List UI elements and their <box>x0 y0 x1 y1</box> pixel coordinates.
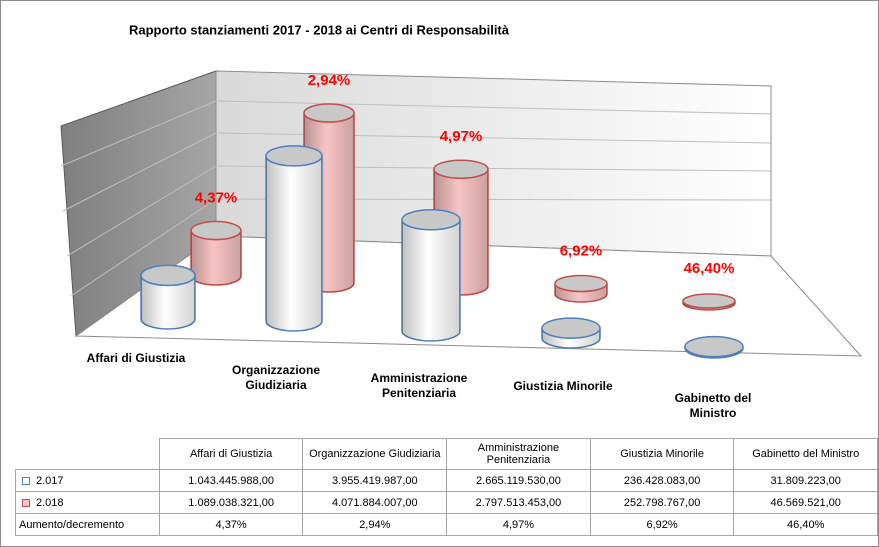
table-cell: 2.665.119.530,00 <box>446 469 591 492</box>
table-cell: 4.071.884.007,00 <box>302 491 448 514</box>
row-header: Aumento/decremento <box>15 513 160 536</box>
row-header: 2.017 <box>15 469 160 492</box>
cylinder-shade <box>266 155 322 331</box>
column-header: Affari di Giustizia <box>158 438 304 470</box>
legend-label: 2.017 <box>36 474 64 487</box>
cylinder-top <box>684 335 744 358</box>
category-label: Giustizia Minorile <box>513 379 613 393</box>
table-row: 2.017 1.043.445.988,00 3.955.419.987,00 2.6… <box>15 469 878 492</box>
legend-label: 2.018 <box>36 496 64 509</box>
cylinder-shade <box>555 283 607 302</box>
column-header: Amministrazione Penitenziaria <box>446 438 591 470</box>
data-table: Affari di Giustizia Organizzazione Giudiz… <box>15 438 878 536</box>
table-cell: 6,92% <box>589 513 735 536</box>
category-label: Affari di Giustizia <box>86 351 186 365</box>
legend-key <box>22 476 30 485</box>
legend-key <box>22 498 30 507</box>
cylinder-shade <box>402 219 460 341</box>
table-cell: 46.569.521,00 <box>733 491 878 514</box>
table-row: Affari di Giustizia Organizzazione Giudiz… <box>16 438 878 470</box>
table-cell: 1.043.445.988,00 <box>158 469 304 492</box>
change-label: 2,94% <box>308 72 351 89</box>
table-cell: 3.955.419.987,00 <box>302 469 448 492</box>
table-cell: 2,94% <box>302 513 448 536</box>
change-label: 6,92% <box>560 242 603 259</box>
table-cell: 252.798.767,00 <box>589 491 735 514</box>
cylinder-top <box>682 293 736 309</box>
cylinder-shade <box>191 230 241 285</box>
column-header: Gabinetto del Ministro <box>733 438 878 470</box>
cylinder-top <box>190 220 242 241</box>
table-cell: 46,40% <box>733 513 878 536</box>
cylinder-top <box>140 264 196 287</box>
cylinder-top <box>401 208 461 231</box>
table-cell: 4,37% <box>158 513 304 536</box>
cylinder-top <box>433 159 489 179</box>
cylinder-shade <box>141 275 195 329</box>
cylinder-top <box>541 317 601 339</box>
cylinder-top <box>265 145 323 167</box>
change-label: 4,97% <box>440 128 483 145</box>
change-label: 46,40% <box>684 260 735 277</box>
table-cell: 31.809.223,00 <box>733 469 878 492</box>
cylinder-top <box>303 103 355 123</box>
table-row: Aumento/decremento 4,37% 2,94% 4,97% 6,92% 46… <box>15 513 878 536</box>
table-row: 2.018 1.089.038.321,00 4.071.884.007,00 2.7… <box>15 491 878 514</box>
table-cell: 2.797.513.453,00 <box>446 491 591 514</box>
chart-title: Rapporto stanziamenti 2017 - 2018 ai Cen… <box>129 22 510 37</box>
change-label: 4,37% <box>195 190 238 207</box>
table-cell: 4,97% <box>446 513 591 536</box>
column-header: Giustizia Minorile <box>589 438 735 470</box>
table-cell: 1.089.038.321,00 <box>158 491 304 514</box>
category-label: Organizzazione Giudiziaria <box>231 363 320 392</box>
category-label: Gabinetto del Ministro <box>674 391 752 420</box>
category-label: Amministrazione Penitenziaria <box>370 371 468 400</box>
table-corner <box>16 439 160 470</box>
cylinder-shade <box>542 328 600 348</box>
table-cell: 236.428.083,00 <box>589 469 735 492</box>
cylinder-top <box>554 274 608 293</box>
row-header: 2.018 <box>15 491 160 514</box>
column-header: Organizzazione Giudiziaria <box>302 438 448 470</box>
